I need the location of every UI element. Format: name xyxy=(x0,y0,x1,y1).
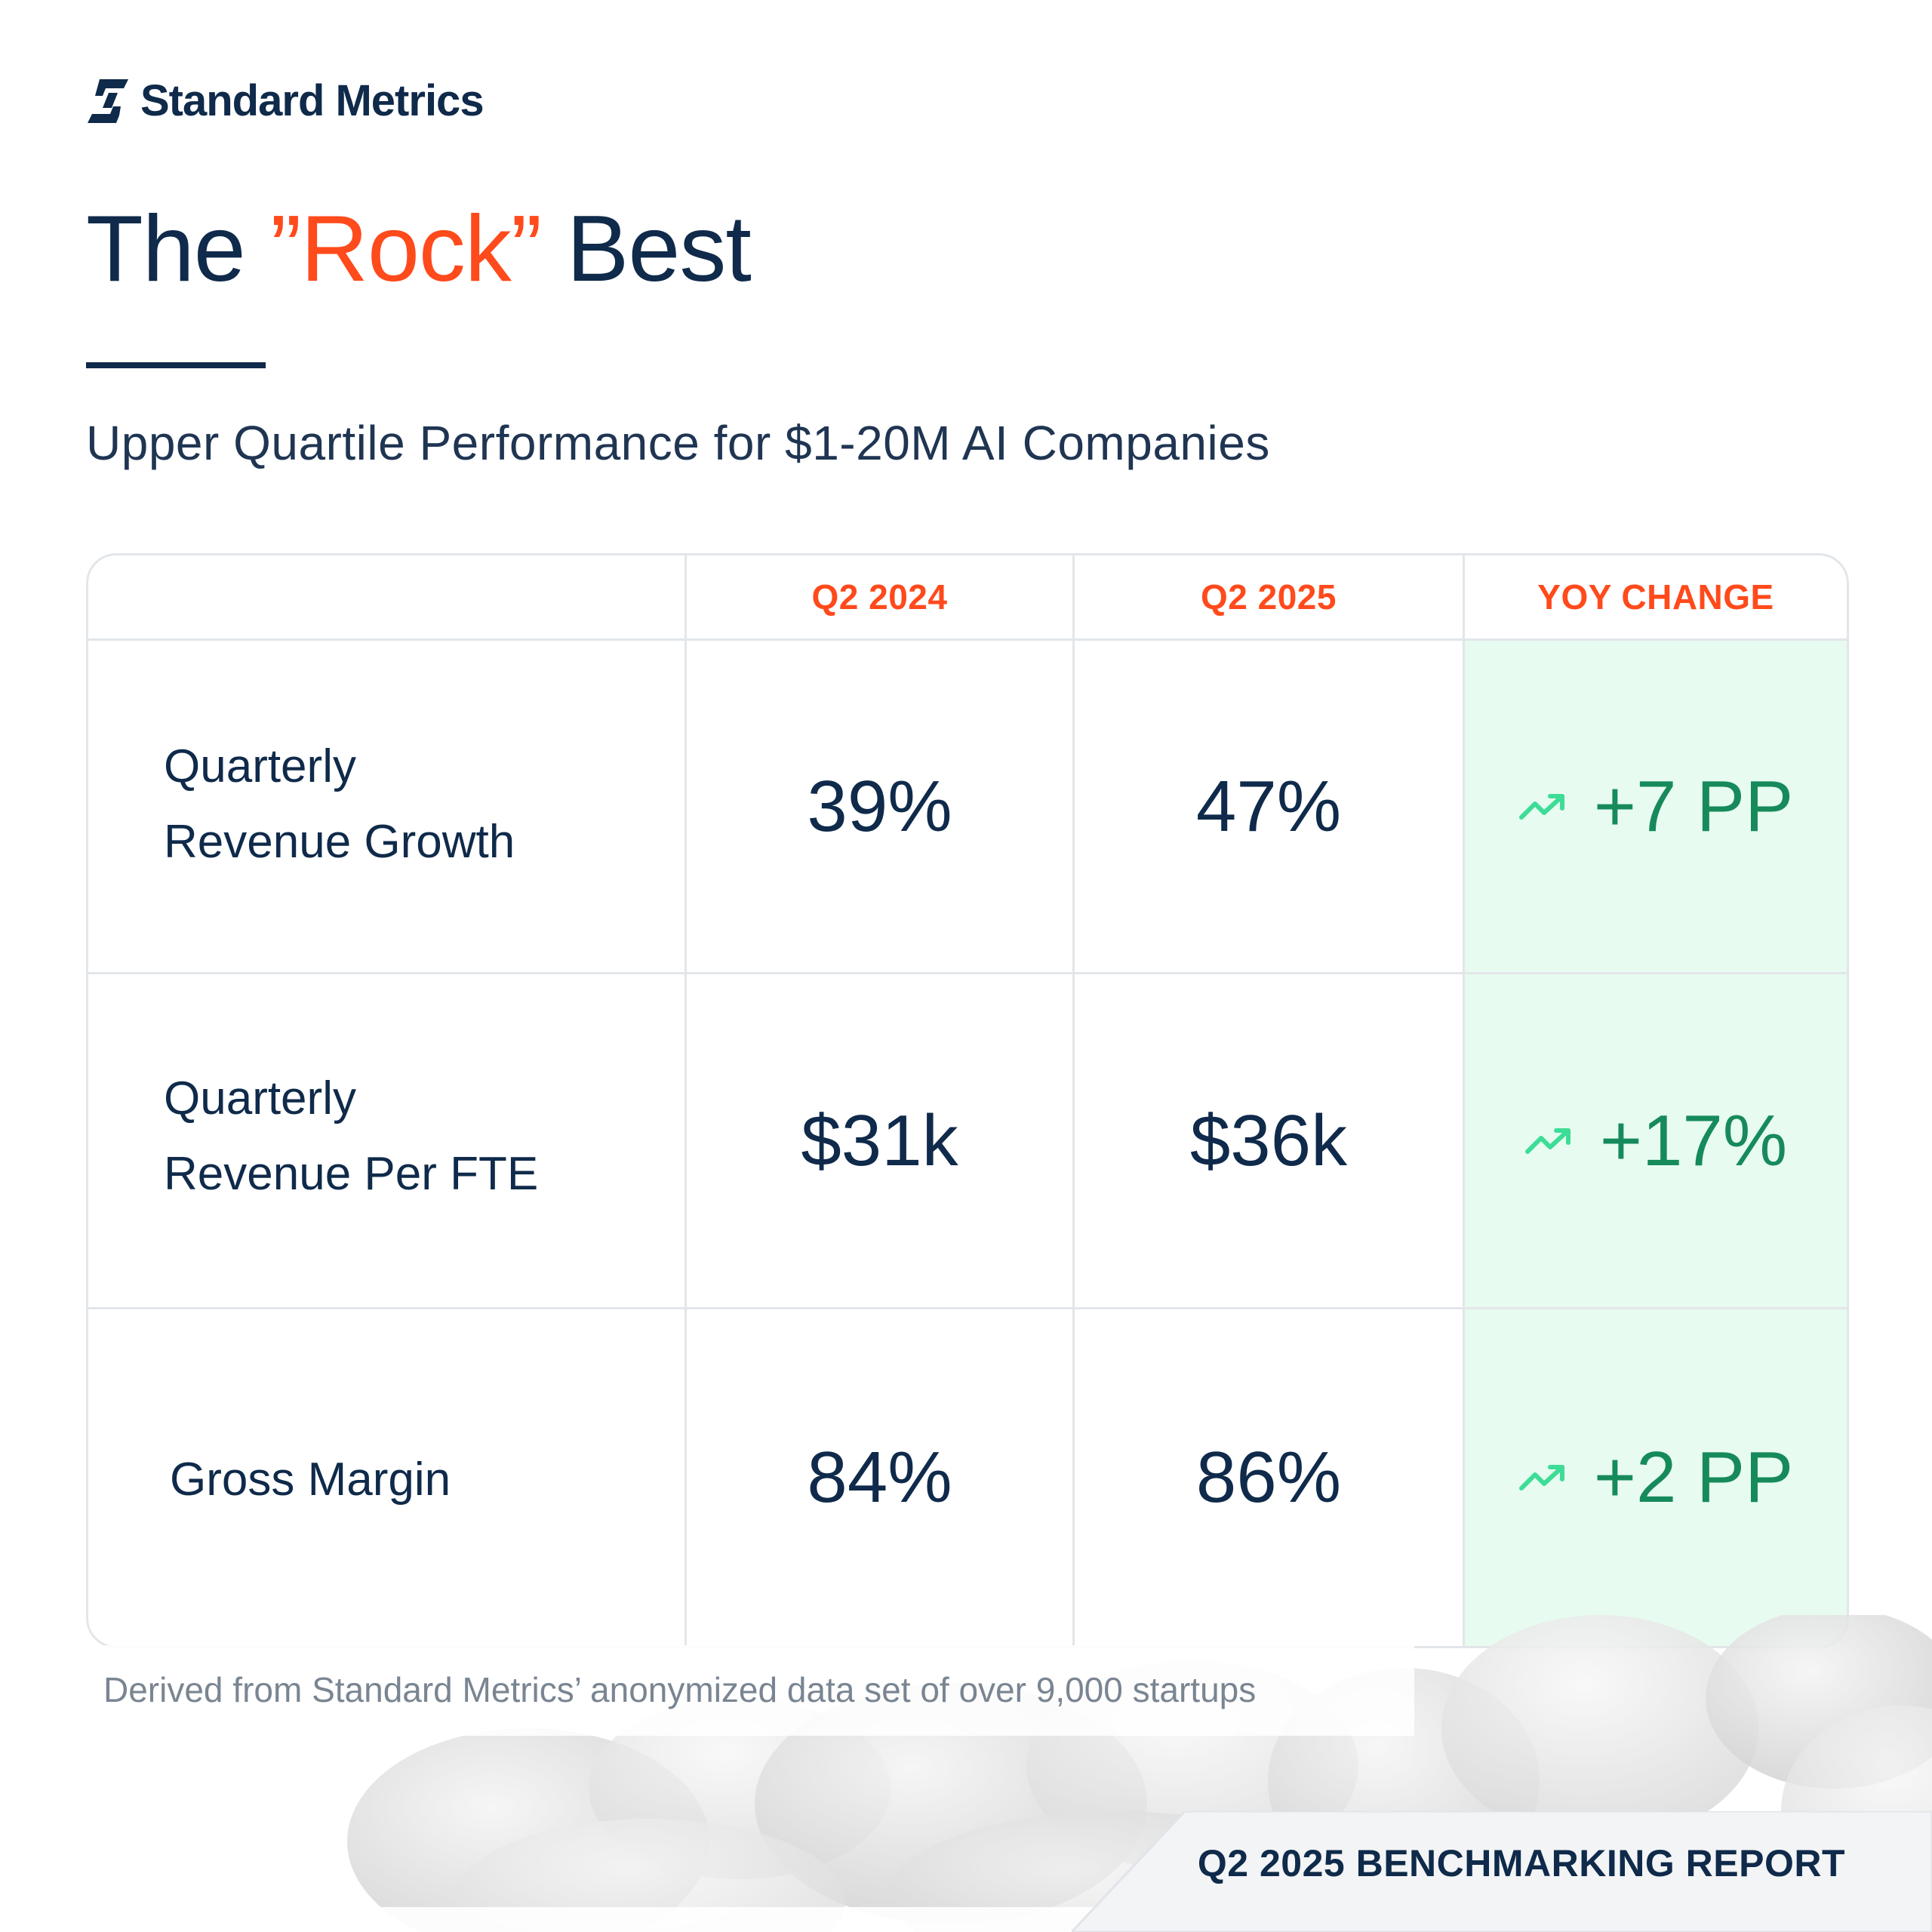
table-cell-value: 86% xyxy=(1195,1437,1342,1518)
footnote-backdrop xyxy=(86,1645,1414,1736)
page-subtitle: Upper Quartile Performance for $1-20M AI… xyxy=(86,416,1270,470)
row-label-line: Quarterly xyxy=(164,1072,356,1124)
title-accent: ”Rock” xyxy=(270,197,542,301)
source-footnote: Derived from Standard Metrics’ anonymize… xyxy=(103,1670,1257,1709)
table-cell-value: $36k xyxy=(1189,1100,1348,1181)
brand-name: Standard Metrics xyxy=(140,76,485,125)
title-before: The xyxy=(86,197,271,301)
row-label-line: Quarterly xyxy=(164,740,356,792)
yoy-change-value: +7 PP xyxy=(1593,765,1794,847)
yoy-change-cell: +17% xyxy=(1465,974,1847,1307)
row-label-gross-margin: Gross Margin xyxy=(170,1442,451,1518)
table-grid xyxy=(88,555,1847,1646)
header-divider xyxy=(88,638,1847,641)
yoy-change-cell: +7 PP xyxy=(1465,641,1847,972)
column-header-q2-2024: Q2 2024 xyxy=(811,577,948,617)
row-divider xyxy=(88,972,1847,974)
table-cell-value: $31k xyxy=(801,1100,958,1181)
table-cell-value: 84% xyxy=(807,1437,952,1518)
trending-up-icon xyxy=(1524,1128,1571,1154)
report-tab-shape xyxy=(1072,1811,1932,1932)
column-divider xyxy=(1463,555,1465,1646)
column-divider xyxy=(685,555,687,1646)
row-label-revenue-per-fte: Quarterly Revenue Per FTE xyxy=(164,1061,538,1212)
title-after: Best xyxy=(541,197,752,301)
row-divider xyxy=(88,1307,1847,1309)
yoy-change-cell: +2 PP xyxy=(1465,1309,1847,1646)
brand-logo: Standard Metrics xyxy=(86,75,485,126)
page-title: The ”Rock” Best xyxy=(86,202,752,296)
column-header-q2-2025: Q2 2025 xyxy=(1201,577,1337,617)
report-label: Q2 2025 BENCHMARKING REPORT xyxy=(1197,1842,1845,1884)
column-divider xyxy=(1072,555,1075,1646)
table-cell-value: 39% xyxy=(807,765,952,847)
trending-up-icon xyxy=(1518,1465,1564,1491)
yoy-column-highlight xyxy=(1463,638,1847,1646)
yoy-change-value: +17% xyxy=(1599,1100,1788,1181)
row-label-line: Revenue Growth xyxy=(164,816,515,868)
row-label-line: Gross Margin xyxy=(170,1454,451,1506)
table-cell-value: 47% xyxy=(1195,765,1342,847)
row-label-revenue-growth: Quarterly Revenue Growth xyxy=(164,729,515,880)
trending-up-icon xyxy=(1518,793,1564,820)
benchmark-table: Q2 2024 Q2 2025 YOY CHANGE Quarterly Rev… xyxy=(86,553,1849,1648)
column-header-yoy-change: YOY CHANGE xyxy=(1537,577,1774,617)
title-underline xyxy=(86,362,266,368)
standard-metrics-logo-icon xyxy=(88,78,128,123)
row-label-line: Revenue Per FTE xyxy=(164,1148,539,1200)
yoy-change-value: +2 PP xyxy=(1593,1437,1794,1518)
